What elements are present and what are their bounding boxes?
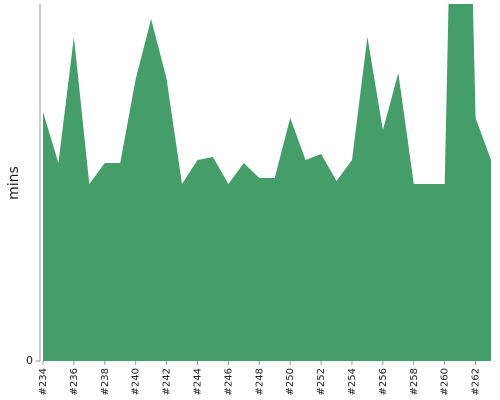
x-tick-label: #240 bbox=[131, 368, 142, 395]
x-tick-label: #238 bbox=[100, 368, 111, 395]
x-tick-label: #246 bbox=[223, 368, 234, 395]
x-tick-label: #234 bbox=[38, 368, 49, 395]
x-tick-label: #256 bbox=[378, 368, 389, 395]
x-tick-label: #244 bbox=[192, 368, 203, 395]
y-axis-label: mins bbox=[6, 166, 22, 200]
x-tick-label: #248 bbox=[254, 368, 265, 395]
x-tick-label: #252 bbox=[316, 368, 327, 395]
area bbox=[43, 4, 491, 361]
x-tick-label: #236 bbox=[69, 368, 80, 395]
x-tick-label: #262 bbox=[471, 368, 482, 395]
x-tick-label: #242 bbox=[162, 368, 173, 395]
x-tick-label: #258 bbox=[409, 368, 420, 395]
x-tick-label: #250 bbox=[285, 368, 296, 395]
y-tick-label: 0 bbox=[26, 354, 33, 367]
x-tick-label: #254 bbox=[347, 368, 358, 395]
x-tick-label: #260 bbox=[440, 368, 451, 395]
